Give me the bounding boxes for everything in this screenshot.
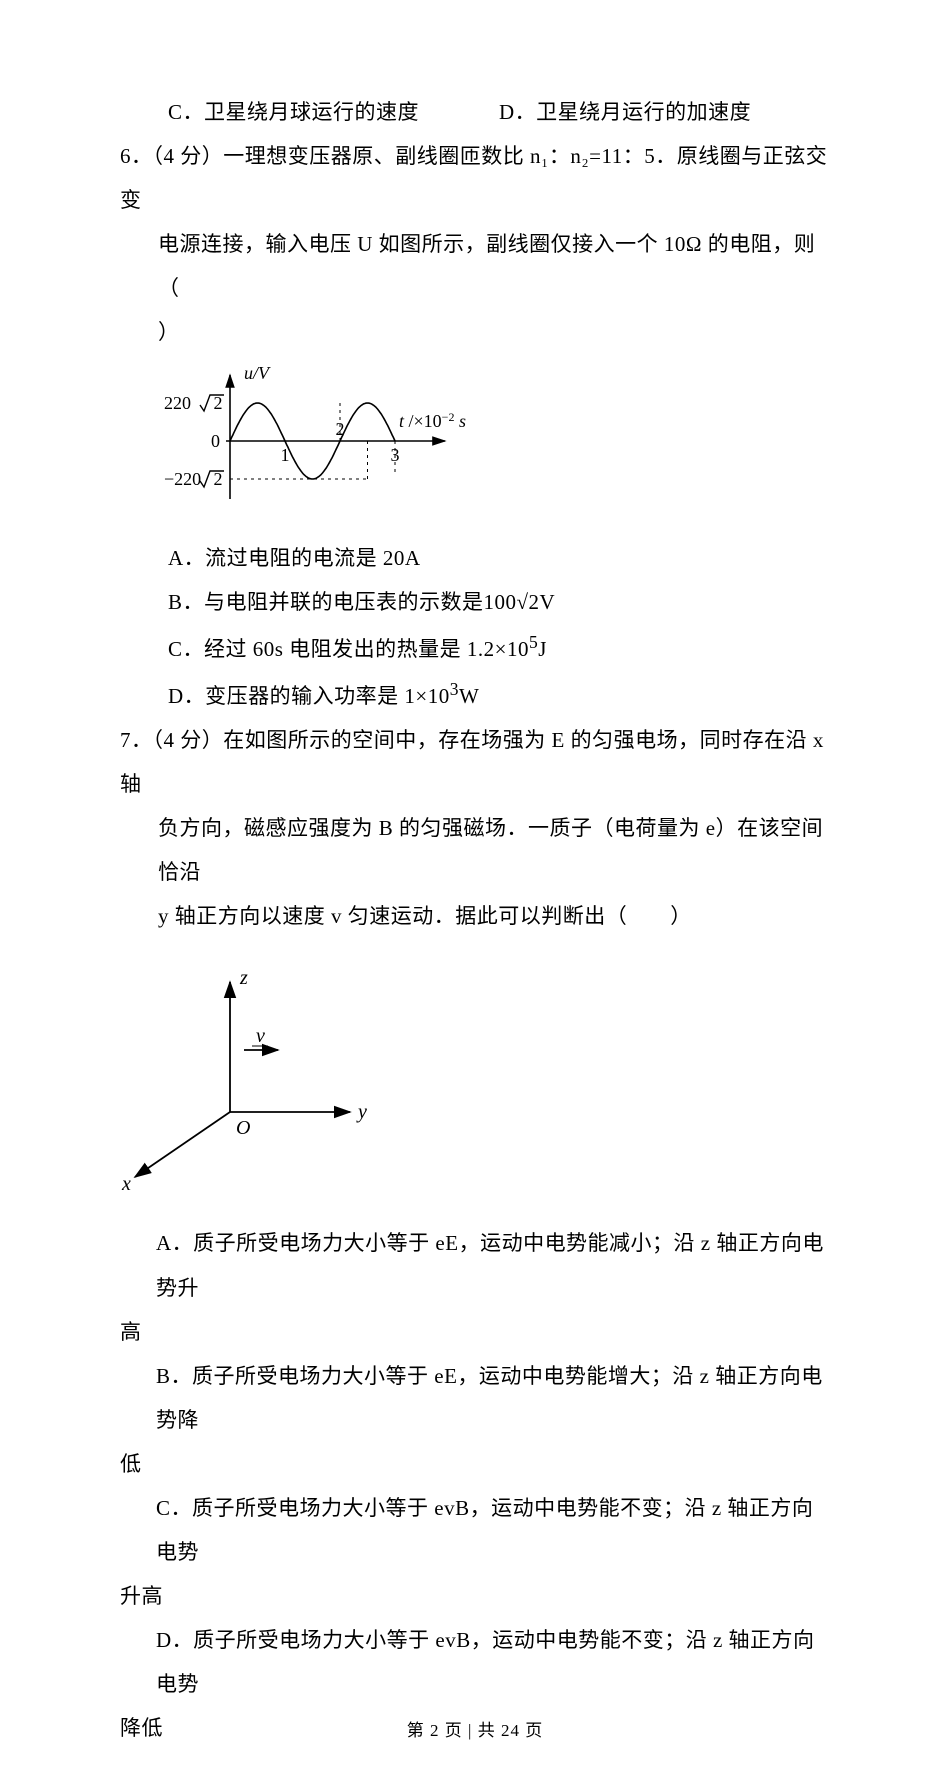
q6-optC-pre: C．经过 60s 电阻发出的热量是 1.2×10 [168,637,529,661]
q6-sine-chart: 12322020−2202u/Vt /×10−2 s [158,363,498,523]
q6-text1: 一理想变压器原、副线圈匝数比 n₁：n₂=11：5．原线圈与正弦交变 [120,144,827,212]
svg-text:2: 2 [336,419,345,439]
svg-text:1: 1 [281,445,290,465]
page-footer: 第 2 页 | 共 24 页 [0,1716,950,1741]
svg-text:u/V: u/V [244,363,271,383]
q7-line1: 7．（4 分）在如图所示的空间中，存在场强为 E 的匀强电场，同时存在沿 x 轴 [120,718,830,806]
svg-text:v: v [256,1025,265,1047]
q6-num: 6．（4 分） [120,144,223,168]
q7-optA2: 高 [120,1310,830,1354]
q5-optD: D．卫星绕月运行的加速度 [499,90,830,134]
q7-optA1: A．质子所受电场力大小等于 eE，运动中电势能减小；沿 z 轴正方向电势升 [120,1221,830,1309]
footer-mid: 页 | 共 [440,1721,501,1740]
q7-text1: 在如图所示的空间中，存在场强为 E 的匀强电场，同时存在沿 x 轴 [120,728,824,796]
q6-optC-post: J [538,637,547,661]
svg-text:−220: −220 [164,469,201,489]
q6-optC: C．经过 60s 电阻发出的热量是 1.2×105J [120,624,830,671]
q6-optD: D．变压器的输入功率是 1×103W [120,671,830,718]
q7-line3: y 轴正方向以速度 v 匀速运动．据此可以判断出（ ） [120,894,830,938]
q7-axes-diagram: z y x v O [120,962,380,1192]
q6-optD-pre: D．变压器的输入功率是 1×10 [168,684,450,708]
q6-figure: 12322020−2202u/Vt /×10−2 s [158,363,830,528]
q7-line2: 负方向，磁感应强度为 B 的匀强磁场．一质子（电荷量为 e）在该空间恰沿 [120,806,830,894]
footer-page: 2 [430,1721,440,1740]
q6-optA: A．流过电阻的电流是 20A [120,536,830,580]
svg-text:z: z [239,967,248,989]
q5-options-row: C．卫星绕月球运行的速度 D．卫星绕月运行的加速度 [120,90,830,134]
q6-optD-post: W [459,684,479,708]
q6-optB-unit: V [540,590,556,614]
svg-text:2: 2 [214,393,223,413]
footer-total: 24 [501,1721,520,1740]
svg-text:y: y [356,1101,367,1123]
svg-text:2: 2 [214,469,223,489]
q5-optC: C．卫星绕月球运行的速度 [168,90,499,134]
svg-text:0: 0 [211,431,220,451]
q6-line1: 6．（4 分）一理想变压器原、副线圈匝数比 n₁：n₂=11：5．原线圈与正弦交… [120,134,830,222]
q6-optB-val: 100√2 [484,590,540,614]
q6-optB: B．与电阻并联的电压表的示数是100√2V [120,580,830,624]
q7-optC2: 升高 [120,1574,830,1618]
q7-optC1: C．质子所受电场力大小等于 evB，运动中电势能不变；沿 z 轴正方向电势 [120,1486,830,1574]
q6-optD-sup: 3 [450,679,459,699]
q6-line2: 电源连接，输入电压 U 如图所示，副线圈仅接入一个 10Ω 的电阻，则（ [120,222,830,310]
svg-text:220: 220 [164,393,191,413]
q6-optB-pre: B．与电阻并联的电压表的示数是 [168,590,484,614]
page: C．卫星绕月球运行的速度 D．卫星绕月运行的加速度 6．（4 分）一理想变压器原… [0,0,950,1791]
footer-pre: 第 [407,1721,430,1740]
q7-num: 7．（4 分） [120,728,223,752]
svg-text:x: x [121,1173,131,1192]
q7-optB1: B．质子所受电场力大小等于 eE，运动中电势能增大；沿 z 轴正方向电势降 [120,1354,830,1442]
svg-text:t /×10−2 s: t /×10−2 s [399,410,466,431]
q7-optD1: D．质子所受电场力大小等于 evB，运动中电势能不变；沿 z 轴正方向电势 [120,1618,830,1706]
q7-figure: z y x v O [120,962,830,1197]
footer-post: 页 [520,1721,543,1740]
q6-optC-sup: 5 [529,632,538,652]
q6-line3: ） [120,310,830,354]
svg-text:O: O [236,1117,250,1139]
q7-optB2: 低 [120,1442,830,1486]
